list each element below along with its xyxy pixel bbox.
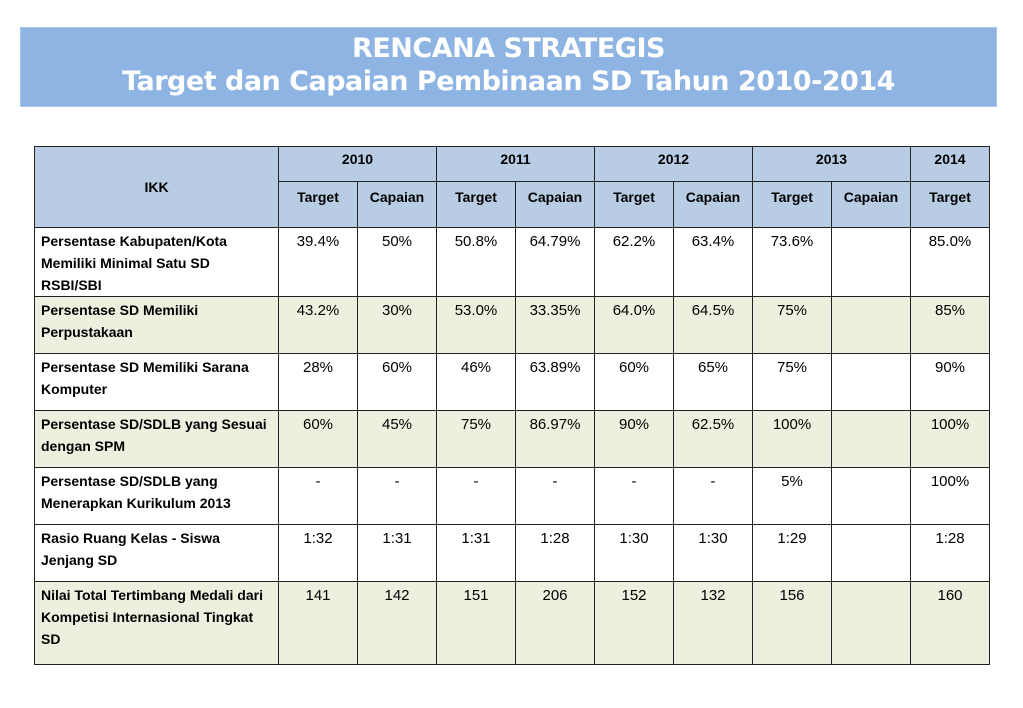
table-cell: 90% <box>910 353 990 411</box>
table-cell: 75% <box>752 296 832 354</box>
table-cell: 85% <box>910 296 990 354</box>
row-label: Persentase SD Memiliki Perpustakaan <box>34 296 279 354</box>
year-header-row: IKK 2010 2011 2012 2013 2014 <box>34 146 990 228</box>
table-cell: 1:30 <box>594 524 674 582</box>
table-cell: 75% <box>436 410 516 468</box>
table-cell: 160 <box>910 581 990 665</box>
table-cell: 62.2% <box>594 227 674 297</box>
table-cell: 141 <box>278 581 358 665</box>
table-cell: 100% <box>752 410 832 468</box>
table-cell: 1:29 <box>752 524 832 582</box>
table-cell: 63.4% <box>673 227 753 297</box>
table-cell: 33.35% <box>515 296 595 354</box>
table-cell: 43.2% <box>278 296 358 354</box>
table-cell: 1:31 <box>357 524 437 582</box>
column-header: Capaian <box>673 181 753 228</box>
table-row: Persentase SD/SDLB yang Menerapkan Kurik… <box>34 467 990 525</box>
column-header: Target <box>436 181 516 228</box>
year-header: 2010 <box>278 146 437 182</box>
table-cell: 152 <box>594 581 674 665</box>
table-cell: 206 <box>515 581 595 665</box>
table-cell: 73.6% <box>752 227 832 297</box>
table-cell: - <box>673 467 753 525</box>
ikk-header: IKK <box>34 146 279 228</box>
year-header: 2011 <box>436 146 595 182</box>
column-header: Target <box>910 181 990 228</box>
table-cell <box>831 524 911 582</box>
table-cell <box>831 581 911 665</box>
table-cell <box>831 296 911 354</box>
table-cell: 46% <box>436 353 516 411</box>
table-cell: 156 <box>752 581 832 665</box>
table-cell: 63.89% <box>515 353 595 411</box>
table-cell: 28% <box>278 353 358 411</box>
page-title: RENCANA STRATEGIS <box>352 33 665 64</box>
sub-header-row: Target Capaian Target Capaian Target Cap… <box>35 181 990 228</box>
table-cell: 65% <box>673 353 753 411</box>
table-cell: 30% <box>357 296 437 354</box>
year-header: 2013 <box>752 146 911 182</box>
table-cell: 64.0% <box>594 296 674 354</box>
row-label: Nilai Total Tertimbang Medali dari Kompe… <box>34 581 279 665</box>
row-label: Persentase SD/SDLB yang Menerapkan Kurik… <box>34 467 279 525</box>
table-cell: 90% <box>594 410 674 468</box>
table-cell: - <box>357 467 437 525</box>
table-cell: 50.8% <box>436 227 516 297</box>
year-header: 2014 <box>910 146 990 182</box>
year-header: 2012 <box>594 146 753 182</box>
row-label: Persentase Kabupaten/Kota Memiliki Minim… <box>34 227 279 297</box>
table-cell: 1:28 <box>515 524 595 582</box>
table-cell <box>831 410 911 468</box>
table-row: Persentase SD Memiliki Sarana Komputer 28… <box>34 353 990 411</box>
table-cell: 50% <box>357 227 437 297</box>
column-header: Target <box>594 181 674 228</box>
table-cell: 60% <box>594 353 674 411</box>
table-cell <box>831 353 911 411</box>
table-cell: 100% <box>910 467 990 525</box>
column-header: Capaian <box>831 181 911 228</box>
table-row: Persentase SD Memiliki Perpustakaan 43.2%… <box>34 296 990 354</box>
column-header: Target <box>752 181 832 228</box>
table-cell: - <box>515 467 595 525</box>
title-banner: RENCANA STRATEGIS Target dan Capaian Pem… <box>20 27 997 107</box>
table-row: Persentase SD/SDLB yang Sesuai dengan SP… <box>34 410 990 468</box>
target-table: IKK 2010 2011 2012 2013 2014 Target Capa… <box>34 146 990 665</box>
table-cell: 142 <box>357 581 437 665</box>
table-cell: 45% <box>357 410 437 468</box>
table-cell: 1:30 <box>673 524 753 582</box>
table-cell: 39.4% <box>278 227 358 297</box>
table-cell: 53.0% <box>436 296 516 354</box>
table-cell <box>831 467 911 525</box>
table-cell: 86.97% <box>515 410 595 468</box>
table-cell: 1:28 <box>910 524 990 582</box>
table-row: Rasio Ruang Kelas - Siswa Jenjang SD 1:32… <box>34 524 990 582</box>
table-cell: 75% <box>752 353 832 411</box>
table-row: Nilai Total Tertimbang Medali dari Kompe… <box>34 581 990 665</box>
column-header: Capaian <box>515 181 595 228</box>
table-cell: 5% <box>752 467 832 525</box>
table-cell: 151 <box>436 581 516 665</box>
page-subtitle: Target dan Capaian Pembinaan SD Tahun 20… <box>122 66 895 97</box>
table-cell: - <box>594 467 674 525</box>
table-cell: 60% <box>278 410 358 468</box>
column-header: Target <box>278 181 358 228</box>
table-cell: - <box>278 467 358 525</box>
table-cell: 64.79% <box>515 227 595 297</box>
row-label: Rasio Ruang Kelas - Siswa Jenjang SD <box>34 524 279 582</box>
table-cell: 62.5% <box>673 410 753 468</box>
row-label: Persentase SD Memiliki Sarana Komputer <box>34 353 279 411</box>
row-label: Persentase SD/SDLB yang Sesuai dengan SP… <box>34 410 279 468</box>
table-cell: 64.5% <box>673 296 753 354</box>
table-cell: 85.0% <box>910 227 990 297</box>
table-cell: 1:32 <box>278 524 358 582</box>
table-cell: 100% <box>910 410 990 468</box>
column-header: Capaian <box>357 181 437 228</box>
table-body: Persentase Kabupaten/Kota Memiliki Minim… <box>34 227 990 665</box>
table-cell: 1:31 <box>436 524 516 582</box>
table-cell <box>831 227 911 297</box>
table-cell: 132 <box>673 581 753 665</box>
table-cell: 60% <box>357 353 437 411</box>
table-cell: - <box>436 467 516 525</box>
table-row: Persentase Kabupaten/Kota Memiliki Minim… <box>34 227 990 297</box>
